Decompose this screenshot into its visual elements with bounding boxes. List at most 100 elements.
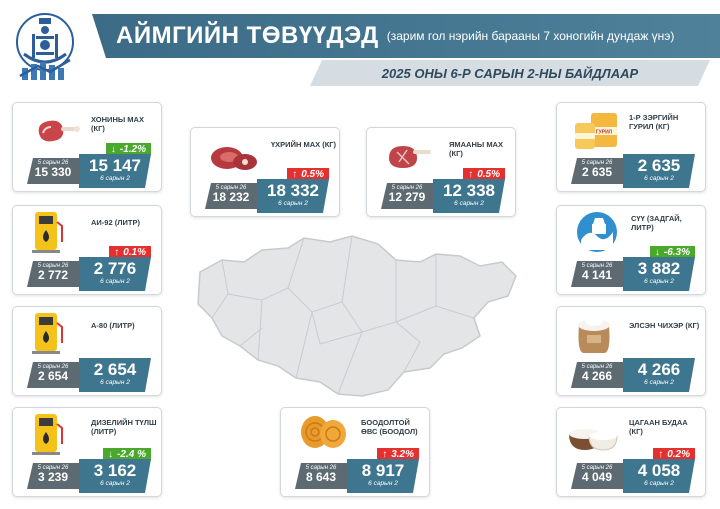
previous-date-label: 5 сарын 26: [581, 160, 613, 166]
change-value: 0.5%: [301, 168, 324, 180]
price-card-flour: ГУРИЛ 1-Р ЗЭРГИЙН ГУРИЛ (КГ) 5 сарын 26 2…: [556, 102, 706, 192]
svg-text:ГУРИЛ: ГУРИЛ: [596, 130, 613, 136]
mutton-icon: [38, 120, 80, 142]
price-card-sugar: ЭЛСЭН ЧИХЭР (КГ) 5 сарын 26 4 266 4 266 6 с…: [556, 306, 706, 396]
goat-meat-icon: [389, 146, 431, 168]
previous-date-label: 5 сарын 26: [37, 263, 69, 269]
previous-price: 5 сарын 26 8 643: [295, 463, 347, 489]
price-card-a80: А-80 (ЛИТР) 5 сарын 26 2 654 2 654 6 сарын …: [12, 306, 162, 396]
milk-icon: [577, 212, 617, 252]
product-name: СҮҮ (ЗАДГАЙ, ЛИТР): [631, 214, 682, 233]
change-badge: ↑ 0.5%: [463, 168, 505, 180]
date-banner: 2025 ОНЫ 6-Р САРЫН 2-НЫ БАЙДЛААР: [310, 60, 710, 86]
current-price: 15 147 6 сарын 2: [79, 154, 151, 188]
page-title: АЙМГИЙН ТӨВҮҮДЭД: [116, 22, 379, 49]
page-subtitle: (зарим гол нэрийн барааны 7 хоногийн дун…: [386, 29, 675, 43]
product-name: А-80 (ЛИТР): [91, 321, 135, 330]
previous-price: 5 сарын 26 2 654: [27, 362, 79, 388]
price-card-diesel: ДИЗЕЛИЙН ТҮЛШ (ЛИТР) ↓ -2.4 % 5 сарын 26 3 …: [12, 407, 162, 497]
product-name: ЦАГААН БУДАА (КГ): [629, 418, 688, 437]
previous-price-value: 2 635: [581, 165, 613, 179]
current-price: 3 162 6 сарын 2: [79, 459, 151, 493]
current-date-label: 6 сарын 2: [454, 200, 484, 207]
current-price: 2 776 6 сарын 2: [79, 257, 151, 291]
change-badge: ↑ 3.2%: [377, 448, 419, 460]
previous-date-label: 5 сарын 26: [581, 465, 613, 471]
price-card-rice: ЦАГААН БУДАА (КГ) ↑ 0.2% 5 сарын 26 4 049 4 …: [556, 407, 706, 497]
previous-date-label: 5 сарын 26: [37, 465, 69, 471]
title-banner: АЙМГИЙН ТӨВҮҮДЭД (зарим гол нэрийн бараа…: [92, 14, 720, 58]
arrow-up-icon: ↑: [114, 246, 120, 258]
previous-price-value: 12 279: [388, 190, 426, 204]
fuel-pump-icon: [32, 212, 63, 253]
previous-price-value: 4 049: [581, 470, 613, 484]
change-badge: ↓ -1.2%: [105, 143, 151, 155]
current-price: 2 635 6 сарын 2: [623, 154, 695, 188]
product-name: БООДОЛТОЙ ӨВС (БООДОЛ): [361, 418, 418, 437]
previous-price: 5 сарын 26 4 266: [571, 362, 623, 388]
rice-icon: [569, 429, 618, 451]
product-name: ХОНИНЫ МАХ (КГ): [91, 115, 144, 134]
current-date-label: 6 сарын 2: [100, 480, 130, 487]
hay-bale-icon: [301, 416, 346, 448]
fuel-pump-icon: [32, 414, 63, 455]
current-price-value: 15 147: [89, 156, 141, 175]
previous-date-label: 5 сарын 26: [581, 263, 613, 269]
current-date-label: 6 сарын 2: [644, 480, 674, 487]
arrow-down-icon: ↓: [110, 143, 116, 155]
arrow-down-icon: ↓: [654, 246, 660, 258]
current-price-value: 4 266: [637, 360, 681, 379]
product-name: ЯМААНЫ МАХ (КГ): [449, 140, 503, 159]
current-price-value: 12 338: [443, 181, 495, 200]
previous-price-value: 2 772: [37, 268, 69, 282]
product-name: ЭЛСЭН ЧИХЭР (КГ): [629, 321, 700, 330]
previous-price: 5 сарын 26 12 279: [381, 183, 433, 209]
change-value: 3.2%: [391, 448, 414, 460]
beef-icon: [211, 147, 257, 170]
change-badge: ↑ 0.2%: [653, 448, 695, 460]
product-name: ДИЗЕЛИЙН ТҮЛШ (ЛИТР): [91, 418, 157, 437]
previous-price: 5 сарын 26 2 772: [27, 261, 79, 287]
arrow-down-icon: ↓: [108, 448, 114, 460]
arrow-up-icon: ↑: [382, 448, 388, 460]
change-badge: ↓ -6.3%: [649, 246, 695, 258]
current-date-label: 6 сарын 2: [100, 175, 130, 182]
current-price-value: 2 635: [637, 156, 681, 175]
current-price: 4 058 6 сарын 2: [623, 459, 695, 493]
price-card-beef: ҮХРИЙН МАХ (КГ) ↑ 0.5% 5 сарын 26 18 232 18 …: [190, 127, 340, 217]
current-price: 2 654 6 сарын 2: [79, 358, 151, 392]
current-price-value: 4 058: [637, 461, 681, 480]
fuel-pump-icon: [32, 313, 63, 354]
product-name: АИ-92 (ЛИТР): [91, 218, 140, 227]
current-price: 18 332 6 сарын 2: [257, 179, 329, 213]
arrow-up-icon: ↑: [292, 168, 298, 180]
change-value: 0.1%: [123, 246, 146, 258]
previous-price-value: 18 232: [212, 190, 250, 204]
change-value: 0.2%: [667, 448, 690, 460]
sugar-sack-icon: [578, 316, 610, 353]
current-date-label: 6 сарын 2: [644, 379, 674, 386]
previous-price-value: 2 654: [37, 369, 69, 383]
price-card-ai92: АИ-92 (ЛИТР) ↑ 0.1% 5 сарын 26 2 772 2 776 6 …: [12, 205, 162, 295]
previous-price-value: 4 266: [581, 369, 613, 383]
flour-icon: ГУРИЛ: [575, 113, 617, 149]
current-date-label: 6 сарын 2: [100, 379, 130, 386]
previous-price-value: 15 330: [34, 165, 72, 179]
change-badge: ↓ -2.4 %: [103, 448, 151, 460]
price-card-milk: СҮҮ (ЗАДГАЙ, ЛИТР) ↓ -6.3% 5 сарын 26 4 141…: [556, 205, 706, 295]
current-price-value: 18 332: [267, 181, 319, 200]
current-date-label: 6 сарын 2: [100, 278, 130, 285]
change-badge: ↑ 0.1%: [109, 246, 151, 258]
current-price: 12 338 6 сарын 2: [433, 179, 505, 213]
previous-price: 5 сарын 26 2 635: [571, 158, 623, 184]
current-price-value: 3 162: [93, 461, 137, 480]
price-card-mutton: ХОНИНЫ МАХ (КГ) ↓ -1.2% 5 сарын 26 15 330 15…: [12, 102, 162, 192]
current-date-label: 6 сарын 2: [644, 175, 674, 182]
previous-price: 5 сарын 26 4 141: [571, 261, 623, 287]
price-card-goat-meat: ЯМААНЫ МАХ (КГ) ↑ 0.5% 5 сарын 26 12 279 12 …: [366, 127, 516, 217]
change-value: -2.4 %: [117, 448, 146, 460]
change-value: 0.5%: [477, 168, 500, 180]
previous-price: 5 сарын 26 18 232: [205, 183, 257, 209]
current-date-label: 6 сарын 2: [368, 480, 398, 487]
current-price-value: 3 882: [637, 259, 681, 278]
